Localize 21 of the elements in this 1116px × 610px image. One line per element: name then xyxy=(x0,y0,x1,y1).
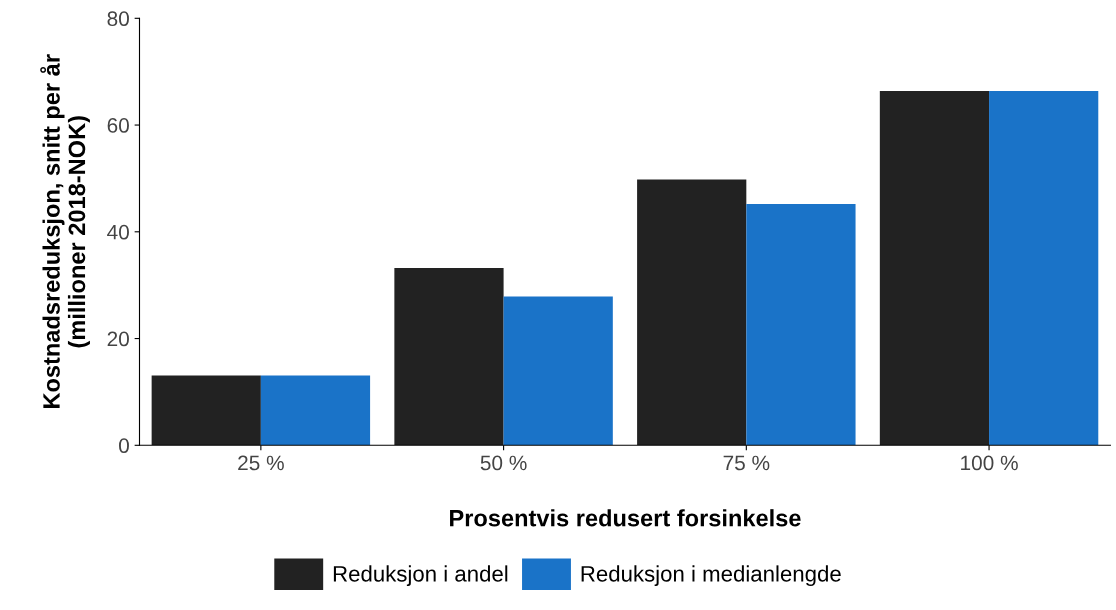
x-tick-label: 100 % xyxy=(961,455,1018,471)
bar xyxy=(260,375,371,446)
y-tick-label: 60 xyxy=(107,118,129,133)
bar xyxy=(151,375,261,446)
bar xyxy=(746,204,856,446)
y-tick-label: 20 xyxy=(107,331,129,347)
bar xyxy=(503,296,613,446)
legend-label: Reduksjon i medianlengde xyxy=(581,565,841,587)
x-tick-label: 50 % xyxy=(480,455,527,471)
legend-label: Reduksjon i andel xyxy=(333,565,508,587)
x-axis-title: Prosentvis redusert forsinkelse xyxy=(450,509,801,527)
y-tick-label: 80 xyxy=(107,11,129,27)
x-tick-label: 75 % xyxy=(723,455,770,471)
y-tick-label: 0 xyxy=(119,438,129,454)
bar xyxy=(394,268,504,446)
y-axis-title: Kostnadsreduksjon, snitt per år (millioner 2018-NOK) xyxy=(40,54,90,408)
x-tick-label: 25 % xyxy=(238,455,284,471)
y-tick-label: 40 xyxy=(107,224,129,240)
bar xyxy=(879,90,990,446)
bar xyxy=(989,90,1099,446)
bar xyxy=(637,179,747,446)
